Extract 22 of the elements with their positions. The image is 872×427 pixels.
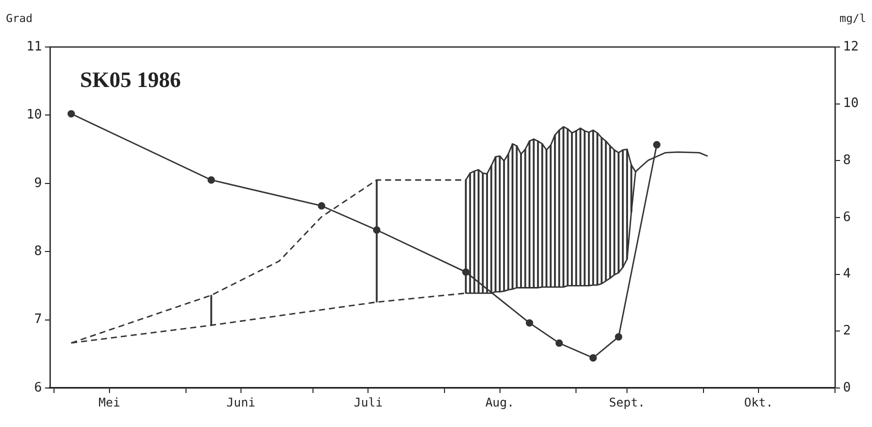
x-tick-label: Juni [226,395,256,410]
x-tick-label: Okt. [744,395,774,410]
x-tick-label: Mei [98,395,120,410]
x-tick-label: Juli [354,395,383,410]
y2-tick-label: 10 [843,96,859,112]
y2-tick-label: 4 [843,266,851,282]
y-tick-label: 9 [34,176,42,191]
y2-tick-label: 8 [843,153,851,168]
text: SK05 1986 [80,67,181,92]
y-tick-label: 8 [34,244,42,259]
y2-tick-label: 6 [843,210,851,225]
x-tick-label: Sept. [609,395,646,410]
y-tick-label: 7 [34,312,42,328]
y-tick-label: 11 [26,39,42,54]
y2-axis-title: mg/l [840,12,866,25]
y-axis-title: Grad [6,12,32,25]
y2-tick-label: 12 [843,39,859,54]
y2-tick-label: 0 [843,380,851,396]
y-tick-label: 10 [26,108,42,123]
x-tick-label: Aug. [485,395,514,410]
y2-tick-label: 2 [843,324,851,339]
y-tick-label: 6 [34,380,42,396]
